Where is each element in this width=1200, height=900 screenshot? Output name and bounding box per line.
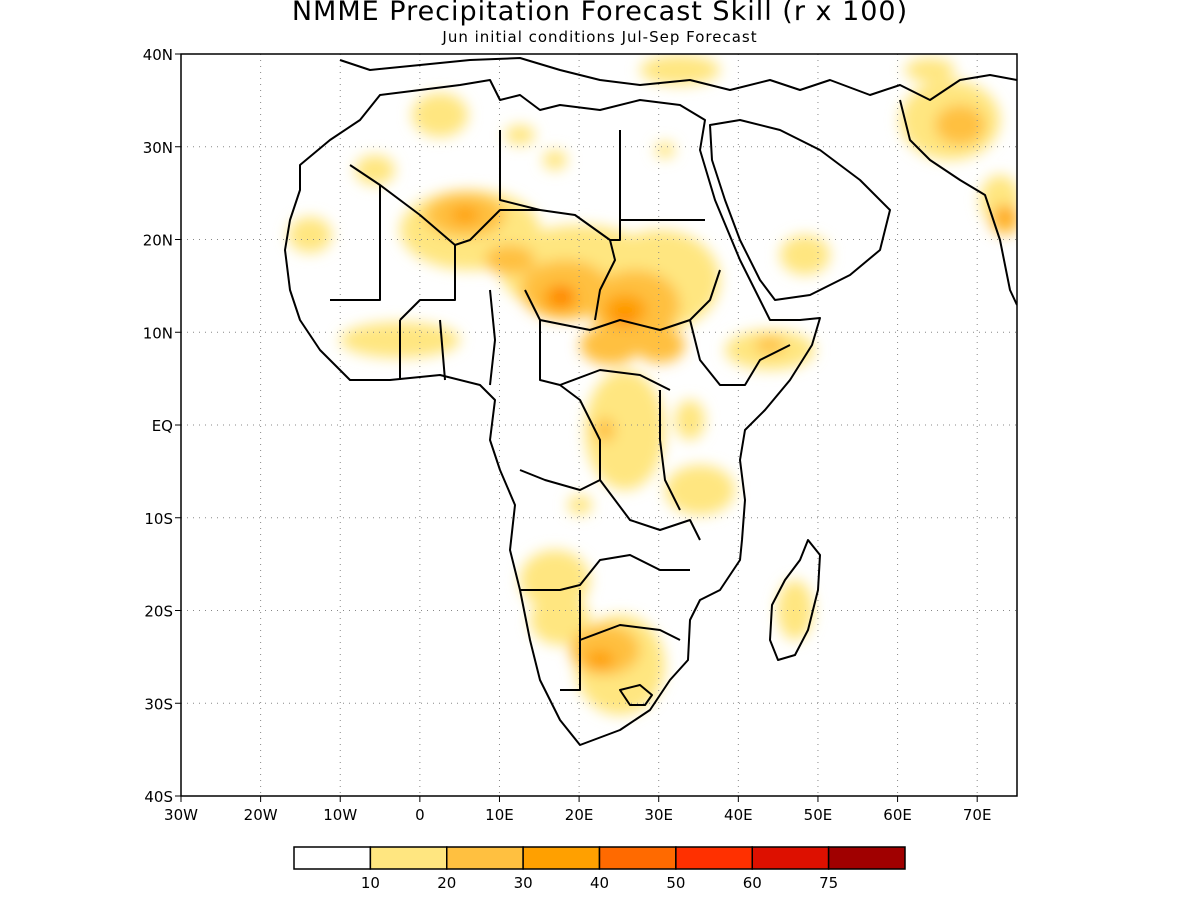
lon-tick-label: 30E xyxy=(644,806,673,824)
longitude-labels: 30W 20W 10W 0 10E 20E 30E 40E 50E 60E 70E xyxy=(164,796,991,824)
lat-tick-label: 20N xyxy=(143,232,173,250)
skill-shading xyxy=(288,55,1017,715)
lon-tick-label: 10W xyxy=(323,806,357,824)
colorbar-label: 40 xyxy=(590,874,609,892)
grid-lines xyxy=(181,54,1017,796)
lon-tick-label: 70E xyxy=(963,806,992,824)
lon-tick-label: 20W xyxy=(244,806,278,824)
colorbar-swatch xyxy=(446,846,524,870)
colorbar-label: 75 xyxy=(819,874,838,892)
colorbar-swatch xyxy=(522,846,601,870)
lon-tick-label: 40E xyxy=(724,806,753,824)
lon-tick-label: 10E xyxy=(485,806,514,824)
map-title: NMME Precipitation Forecast Skill (r x 1… xyxy=(291,0,909,27)
coastlines xyxy=(284,57,1017,746)
lat-tick-label: 10S xyxy=(144,510,173,528)
lon-tick-label: 30W xyxy=(164,806,198,824)
colorbar-swatch xyxy=(675,846,753,870)
lon-tick-label: 60E xyxy=(883,806,912,824)
colorbar-label: 10 xyxy=(361,874,380,892)
lat-tick-label: 20S xyxy=(144,603,173,621)
lat-tick-label: EQ xyxy=(152,417,173,435)
colorbar-label: 30 xyxy=(514,874,533,892)
lat-tick-label: 40N xyxy=(143,46,173,64)
map-subtitle: Jun initial conditions Jul-Sep Forecast xyxy=(442,28,758,46)
colorbar-swatch xyxy=(369,846,448,870)
colorbar-swatch xyxy=(598,846,677,870)
lat-tick-label: 40S xyxy=(144,788,173,806)
colorbar-swatch xyxy=(827,846,906,870)
latitude-labels: 40N 30N 20N 10N EQ 10S 20S 30S 40S xyxy=(143,46,181,806)
colorbar-label: 60 xyxy=(743,874,762,892)
lat-tick-label: 10N xyxy=(143,324,173,342)
colorbar: 10 20 30 40 50 60 75 xyxy=(293,846,906,892)
lon-tick-label: 50E xyxy=(804,806,833,824)
colorbar-swatch xyxy=(293,846,372,870)
colorbar-swatch xyxy=(751,846,830,870)
colorbar-label: 20 xyxy=(437,874,456,892)
lat-tick-label: 30S xyxy=(144,695,173,713)
lon-tick-label: 20E xyxy=(565,806,594,824)
lat-tick-label: 30N xyxy=(143,139,173,157)
lon-tick-label: 0 xyxy=(415,806,425,824)
colorbar-label: 50 xyxy=(666,874,685,892)
